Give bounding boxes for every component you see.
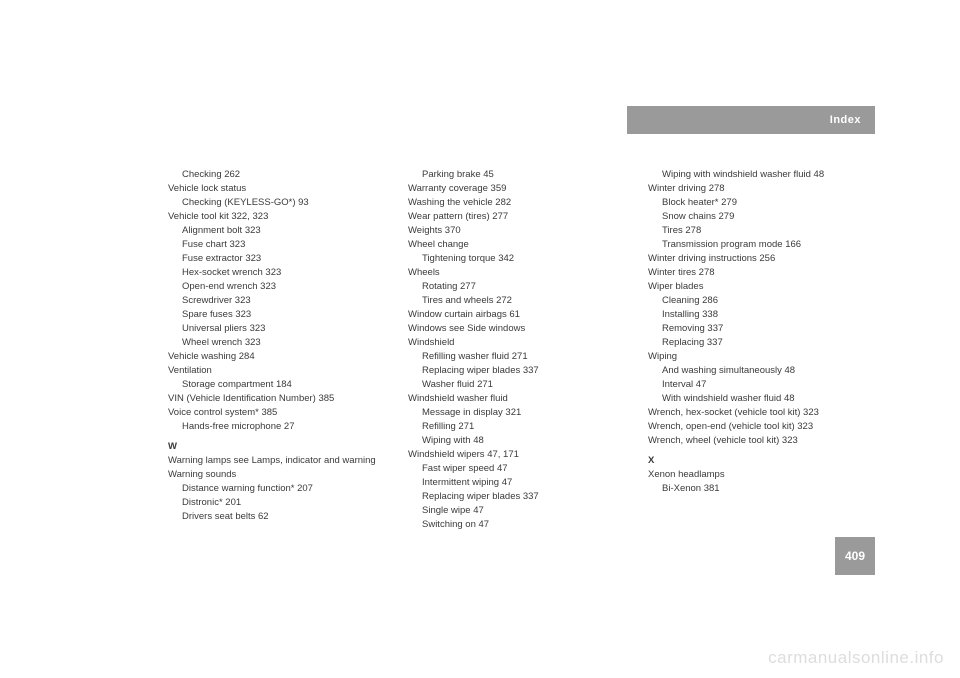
index-entry: Installing 338 [648,308,860,322]
index-entry: Distance warning function* 207 [168,482,380,496]
index-entry: Weights 370 [408,224,620,238]
index-entry: Open-end wrench 323 [168,280,380,294]
index-column-1: Checking 262Vehicle lock statusChecking … [168,168,380,532]
index-entry: Washer fluid 271 [408,378,620,392]
index-entry: Windows see Side windows [408,322,620,336]
index-entry: With windshield washer fluid 48 [648,392,860,406]
index-entry: W [168,440,380,454]
index-entry: Warranty coverage 359 [408,182,620,196]
index-entry: Warning sounds [168,468,380,482]
index-entry: Vehicle washing 284 [168,350,380,364]
index-entry: Wiping [648,350,860,364]
index-entry: Windshield washer fluid [408,392,620,406]
index-entry: Intermittent wiping 47 [408,476,620,490]
index-entry: Wear pattern (tires) 277 [408,210,620,224]
index-entry: Distronic* 201 [168,496,380,510]
index-entry: Vehicle tool kit 322, 323 [168,210,380,224]
index-entry: Removing 337 [648,322,860,336]
page-number-tab: 409 [835,537,875,575]
index-entry: Tires 278 [648,224,860,238]
index-entry: Wheels [408,266,620,280]
index-entry: Block heater* 279 [648,196,860,210]
index-entry: Wrench, open-end (vehicle tool kit) 323 [648,420,860,434]
index-entry: X [648,454,860,468]
index-entry: Switching on 47 [408,518,620,532]
index-entry: VIN (Vehicle Identification Number) 385 [168,392,380,406]
index-entry: Winter tires 278 [648,266,860,280]
index-entry: Refilling washer fluid 271 [408,350,620,364]
index-entry: Screwdriver 323 [168,294,380,308]
index-entry: Wheel change [408,238,620,252]
index-entry: Bi-Xenon 381 [648,482,860,496]
index-column-2: Parking brake 45Warranty coverage 359Was… [408,168,620,532]
index-entry: Replacing wiper blades 337 [408,364,620,378]
index-entry: Winter driving 278 [648,182,860,196]
index-entry: And washing simultaneously 48 [648,364,860,378]
index-entry: Wrench, wheel (vehicle tool kit) 323 [648,434,860,448]
index-entry: Cleaning 286 [648,294,860,308]
index-entry: Rotating 277 [408,280,620,294]
watermark: carmanualsonline.info [768,648,944,668]
index-entry: Checking (KEYLESS-GO*) 93 [168,196,380,210]
index-entry: Universal pliers 323 [168,322,380,336]
index-entry: Vehicle lock status [168,182,380,196]
index-entry: Parking brake 45 [408,168,620,182]
index-entry: Interval 47 [648,378,860,392]
index-entry: Wiping with 48 [408,434,620,448]
index-entry: Xenon headlamps [648,468,860,482]
index-entry: Wiper blades [648,280,860,294]
index-column-3: Wiping with windshield washer fluid 48Wi… [648,168,860,532]
index-tab: Index [627,106,875,134]
index-entry: Hands-free microphone 27 [168,420,380,434]
index-entry: Windshield wipers 47, 171 [408,448,620,462]
index-entry: Snow chains 279 [648,210,860,224]
index-entry: Single wipe 47 [408,504,620,518]
index-entry: Washing the vehicle 282 [408,196,620,210]
index-entry: Wheel wrench 323 [168,336,380,350]
index-entry: Ventilation [168,364,380,378]
index-entry: Fast wiper speed 47 [408,462,620,476]
index-entry: Winter driving instructions 256 [648,252,860,266]
index-entry: Message in display 321 [408,406,620,420]
index-entry: Drivers seat belts 62 [168,510,380,524]
index-entry: Replacing 337 [648,336,860,350]
index-entry: Voice control system* 385 [168,406,380,420]
index-entry: Replacing wiper blades 337 [408,490,620,504]
index-entry: Tightening torque 342 [408,252,620,266]
index-entry: Checking 262 [168,168,380,182]
index-entry: Windshield [408,336,620,350]
index-entry: Refilling 271 [408,420,620,434]
index-entry: Window curtain airbags 61 [408,308,620,322]
page: Index Checking 262Vehicle lock statusChe… [0,0,960,678]
index-entry: Fuse chart 323 [168,238,380,252]
index-entry: Alignment bolt 323 [168,224,380,238]
index-entry: Storage compartment 184 [168,378,380,392]
index-label: Index [830,114,861,126]
index-entry: Spare fuses 323 [168,308,380,322]
page-number: 409 [845,549,865,563]
index-entry: Warning lamps see Lamps, indicator and w… [168,454,380,468]
index-entry: Fuse extractor 323 [168,252,380,266]
index-entry: Hex-socket wrench 323 [168,266,380,280]
index-entry: Wrench, hex-socket (vehicle tool kit) 32… [648,406,860,420]
index-entry: Wiping with windshield washer fluid 48 [648,168,860,182]
index-columns: Checking 262Vehicle lock statusChecking … [168,168,860,532]
index-entry: Tires and wheels 272 [408,294,620,308]
index-entry: Transmission program mode 166 [648,238,860,252]
